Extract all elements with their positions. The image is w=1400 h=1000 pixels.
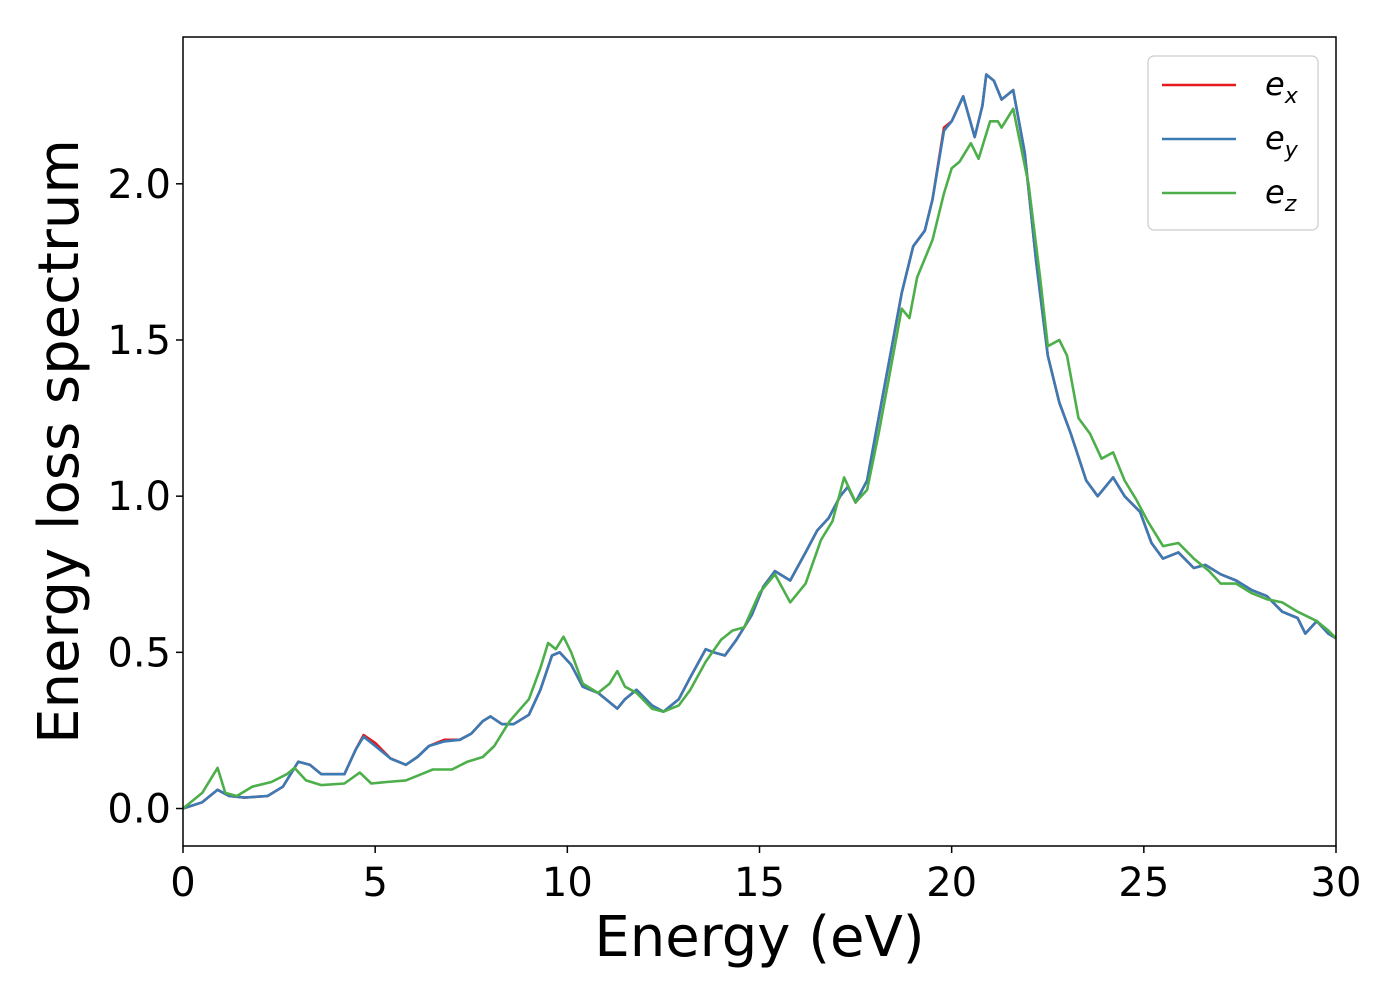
y-axis-label: Energy loss spectrum xyxy=(27,139,92,744)
y-tick-label: 1.5 xyxy=(107,318,171,364)
x-tick-label: 20 xyxy=(926,860,977,906)
series-line-y xyxy=(183,73,1336,810)
y-tick-label: 0.0 xyxy=(107,787,171,833)
legend-box xyxy=(1147,55,1319,231)
y-tick-label: 2.0 xyxy=(107,162,171,208)
legend-label-z: ez xyxy=(1265,173,1297,217)
series-layer xyxy=(183,73,1336,810)
y-axis: 0.0 0.5 1.0 1.5 2.0 xyxy=(107,162,183,833)
legend: ex ey ez xyxy=(1147,55,1319,231)
x-tick-label: 5 xyxy=(362,860,387,906)
x-tick-label: 30 xyxy=(1311,860,1362,906)
x-tick-label: 0 xyxy=(170,860,195,906)
y-tick-label: 1.0 xyxy=(107,474,171,520)
legend-label-x: ex xyxy=(1265,65,1299,109)
series-line-z xyxy=(183,107,1336,810)
x-axis: 0 5 10 15 20 25 30 xyxy=(170,846,1361,906)
x-tick-label: 25 xyxy=(1118,860,1169,906)
x-axis-label: Energy (eV) xyxy=(594,905,924,970)
x-tick-label: 15 xyxy=(734,860,785,906)
legend-label-y: ey xyxy=(1265,119,1299,163)
y-tick-label: 0.5 xyxy=(107,630,171,676)
x-tick-label: 10 xyxy=(542,860,593,906)
